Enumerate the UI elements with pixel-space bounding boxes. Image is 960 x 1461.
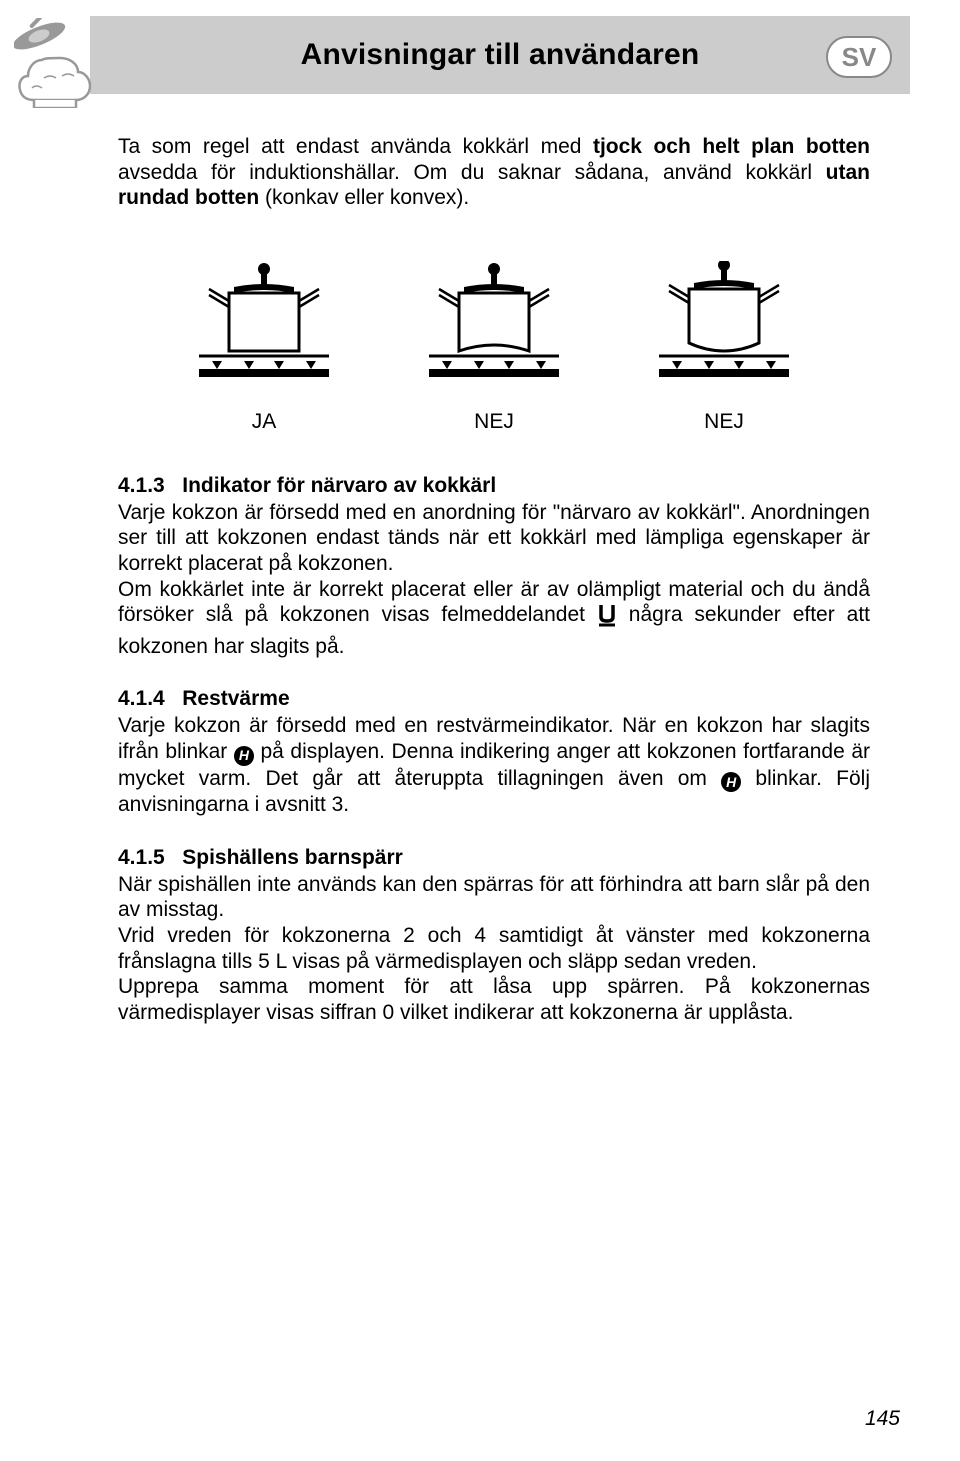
content-area: Ta som regel att endast använda kokkärl … [0, 94, 960, 1025]
intro-bold1: tjock och helt plan botten [593, 135, 870, 158]
section-413-num: 4.1.3 [118, 474, 165, 497]
language-badge: SV [826, 36, 892, 78]
pot-label-nej2: NEJ [639, 410, 809, 434]
section-413-heading: 4.1.3 Indikator för närvaro av kokkärl [118, 474, 870, 498]
pot-labels-row: JA NEJ NEJ [118, 410, 870, 434]
section-415-p3: Upprepa samma moment för att låsa upp sp… [118, 974, 870, 1025]
section-414-body: Varje kokzon är försedd med en restvärme… [118, 713, 870, 817]
section-413-body: Varje kokzon är försedd med en anordning… [118, 500, 870, 660]
pot-diagram-convex [639, 261, 809, 396]
pot-label-nej1: NEJ [409, 410, 579, 434]
page-number: 145 [865, 1407, 900, 1431]
intro-text: Ta som regel att endast använda kokkärl … [118, 135, 593, 158]
pot-label-ja: JA [179, 410, 349, 434]
intro-paragraph: Ta som regel att endast använda kokkärl … [118, 134, 870, 211]
pot-diagram-row [118, 261, 870, 396]
heat-h-icon: H [234, 746, 254, 766]
header-bar: Anvisningar till användaren SV [90, 16, 910, 94]
page-title: Anvisningar till användaren [301, 38, 700, 72]
error-u-icon [597, 603, 617, 634]
section-415-body: När spishällen inte används kan den spär… [118, 872, 870, 1026]
section-415-heading: 4.1.5 Spishällens barnspärr [118, 846, 870, 870]
pot-diagram-flat [179, 261, 349, 396]
heat-h-icon-2: H [721, 772, 741, 792]
section-415-num: 4.1.5 [118, 846, 165, 869]
section-415-p1: När spishällen inte används kan den spär… [118, 872, 870, 923]
chef-hat-icon [14, 18, 104, 108]
section-414-num: 4.1.4 [118, 687, 165, 710]
section-414-heading: 4.1.4 Restvärme [118, 687, 870, 711]
intro-post: (konkav eller konvex). [259, 186, 469, 209]
section-415-p2: Vrid vreden för kokzonerna 2 och 4 samti… [118, 923, 870, 974]
section-415-title: Spishällens barnspärr [182, 846, 403, 869]
section-413-title: Indikator för närvaro av kokkärl [182, 474, 496, 497]
section-413-p1: Varje kokzon är försedd med en anordning… [118, 501, 870, 575]
section-414-title: Restvärme [182, 687, 289, 710]
pot-diagram-concave [409, 261, 579, 396]
intro-mid: avsedda för induktionshällar. Om du sakn… [118, 161, 826, 184]
